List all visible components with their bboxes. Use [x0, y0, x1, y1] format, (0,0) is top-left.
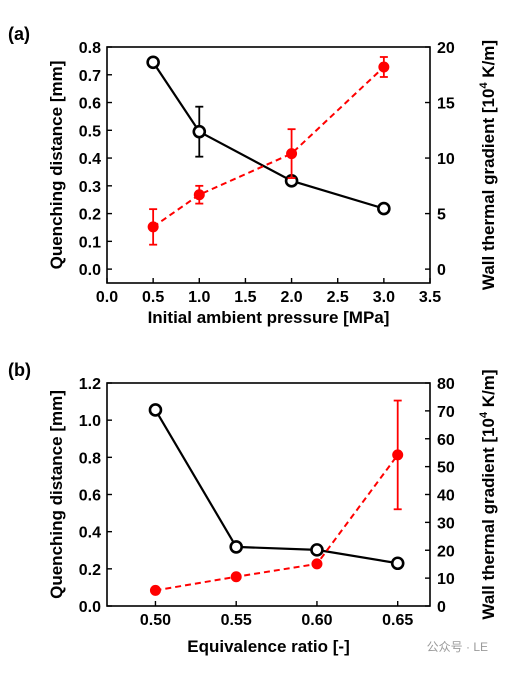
x-tick-label: 0.50 — [140, 612, 171, 629]
series-wall-thermal-gradient — [149, 399, 404, 596]
y-right-axis-label: Wall thermal gradient [104 K/m] — [478, 369, 498, 619]
y-left-tick-label: 0.8 — [79, 40, 101, 57]
y-right-tick-label: 20 — [437, 40, 455, 57]
data-point — [311, 558, 323, 570]
y-right-axis-label: Wall thermal gradient [104 K/m] — [478, 40, 498, 290]
y-left-tick-label: 0.7 — [79, 68, 101, 85]
y-right-tick-label: 15 — [437, 96, 455, 113]
y-right-tick-label: 5 — [437, 207, 446, 224]
series-line — [154, 409, 398, 565]
data-point — [146, 55, 160, 70]
y-left-tick-label: 1.2 — [79, 376, 101, 393]
y-left-tick-label: 0.2 — [79, 207, 101, 224]
y-left-axis-label: Quenching distance [mm] — [47, 390, 66, 599]
series-quenching-distance — [148, 403, 405, 571]
y-left-tick-label: 0.2 — [79, 562, 101, 579]
x-tick-label: 0.65 — [382, 612, 413, 629]
data-point — [377, 201, 391, 216]
y-left-tick-label: 0.5 — [79, 123, 101, 140]
x-tick-label: 0.0 — [96, 289, 118, 306]
y-left-tick-label: 0.4 — [79, 151, 101, 168]
x-tick-label: 3.5 — [419, 289, 441, 306]
series-line — [155, 454, 399, 592]
y-left-tick-label: 0.0 — [79, 599, 101, 616]
data-point — [193, 189, 205, 201]
data-point — [192, 124, 207, 139]
x-tick-label: 0.60 — [301, 612, 332, 629]
data-point — [230, 571, 242, 583]
series-quenching-distance — [146, 55, 391, 216]
series-line — [152, 66, 385, 228]
watermark: 公众号 · LE — [426, 640, 488, 654]
y-left-tick-label: 0.6 — [79, 488, 101, 505]
y-right-tick-label: 10 — [437, 151, 455, 168]
x-tick-label: 0.5 — [142, 289, 164, 306]
y-right-tick-label: 50 — [437, 460, 455, 477]
y-right-tick-label: 0 — [437, 599, 446, 616]
y-right-tick-label: 60 — [437, 432, 455, 449]
y-right-tick-label: 40 — [437, 488, 455, 505]
plot-frame — [106, 46, 431, 284]
y-left-tick-label: 1.0 — [79, 413, 101, 430]
series-wall-thermal-gradient — [147, 56, 390, 246]
x-tick-label: 2.0 — [280, 289, 302, 306]
panel-a: (a) 0.0 0.5 1.0 1.5 2.0 2.5 3.0 3.5 0.0 0.1 0.2 0.3 0… — [8, 24, 498, 327]
data-point — [149, 584, 161, 596]
x-axis-label: Equivalence ratio [-] — [187, 637, 349, 656]
x-tick-label: 1.5 — [234, 289, 256, 306]
x-axis-label: Initial ambient pressure [MPa] — [148, 308, 390, 327]
data-point — [378, 61, 390, 73]
y-left-tick-label: 0.0 — [79, 262, 101, 279]
data-point — [229, 540, 243, 554]
data-point — [390, 556, 405, 571]
x-tick-label: 1.0 — [188, 289, 210, 306]
y-right-tick-label: 0 — [437, 262, 446, 279]
y-left-axis-label: Quenching distance [mm] — [47, 61, 66, 270]
x-tick-label: 2.5 — [327, 289, 349, 306]
y-left-tick-label: 0.6 — [79, 96, 101, 113]
y-left-tick-label: 0.3 — [79, 179, 101, 196]
panel-b: (b) 0.50 0.55 0.60 0.65 0.0 0.2 0.4 0.6 0.8 1.0 1.2… — [8, 360, 498, 656]
y-left-tick-label: 0.1 — [79, 234, 101, 251]
data-point — [148, 403, 163, 417]
y-right-tick-label: 10 — [437, 571, 455, 588]
data-point — [310, 543, 324, 557]
x-tick-label: 3.0 — [373, 289, 395, 306]
y-left-tick-label: 0.4 — [79, 525, 101, 542]
data-point — [147, 221, 159, 233]
data-point — [392, 449, 404, 461]
panel-label: (a) — [8, 24, 30, 44]
y-right-tick-label: 30 — [437, 515, 455, 532]
y-left-tick-label: 0.8 — [79, 450, 101, 467]
y-right-tick-label: 70 — [437, 404, 455, 421]
panel-label: (b) — [8, 360, 31, 380]
x-tick-label: 0.55 — [221, 612, 252, 629]
y-right-tick-label: 20 — [437, 543, 455, 560]
y-right-tick-label: 80 — [437, 376, 455, 393]
series-line — [152, 61, 385, 210]
data-point — [286, 148, 298, 160]
